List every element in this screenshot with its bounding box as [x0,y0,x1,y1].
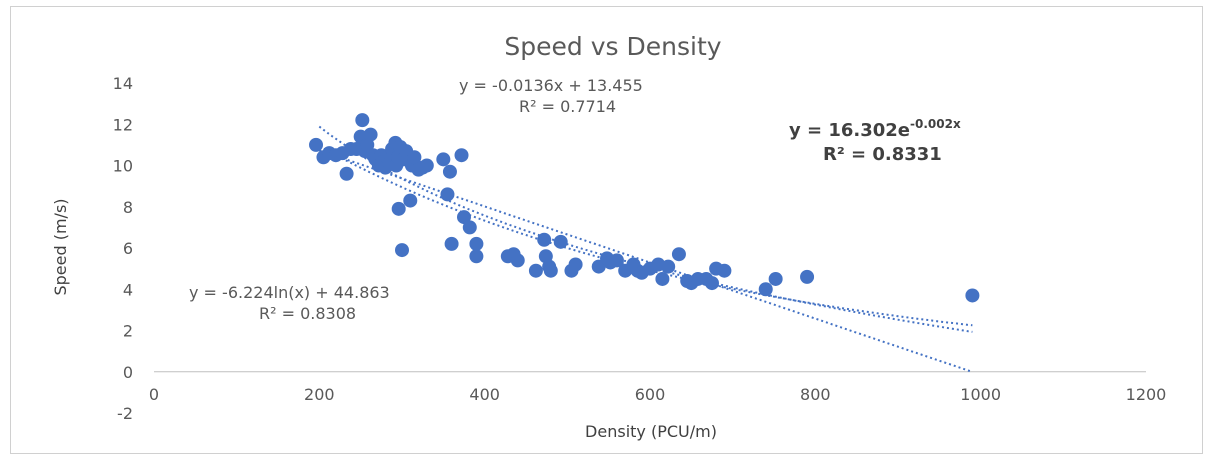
linear-trend-r2: R² = 0.7714 [519,97,616,116]
x-tick-label: 200 [304,385,335,404]
data-point [800,269,815,284]
data-point [403,193,418,208]
data-point [758,282,773,297]
data-point [537,232,552,247]
y-tick-label: 4 [123,280,133,299]
data-point [510,253,525,268]
data-point [469,249,484,264]
data-point [543,263,558,278]
data-point [391,201,406,216]
data-point [768,271,783,286]
data-point [444,236,459,251]
data-point [717,263,732,278]
chart-area: Speed vs Density -2 0 2 4 6 8 10 12 14 0 200 400 60… [10,6,1203,454]
linear-trendline [318,149,973,373]
x-tick-label: 1200 [1126,385,1167,404]
y-axis-title: Speed (m/s) [51,198,70,295]
data-point [363,127,378,142]
y-tick-label: 10 [113,157,133,176]
data-point [469,236,484,251]
y-axis-ticks: -2 0 2 4 6 8 10 12 14 [113,74,133,423]
data-point [457,210,471,225]
y-tick-label: 0 [123,363,133,382]
x-tick-label: 400 [469,385,500,404]
y-tick-label: 12 [113,115,133,134]
logarithmic-trendline [318,125,973,333]
linear-trend-equation: y = -0.0136x + 13.455 [459,76,643,95]
x-axis-title: Density (PCU/m) [585,422,717,441]
x-axis-ticks: 0 200 400 600 800 1000 1200 [149,385,1166,404]
data-point [965,288,980,303]
data-point [609,253,624,268]
data-point [339,166,354,181]
data-point [309,137,324,152]
log-trend-equation: y = -6.224ln(x) + 44.863 [189,283,390,302]
data-point [355,113,370,128]
data-point [419,158,434,173]
data-point [553,234,568,249]
exp-trend-r2: R² = 0.8331 [823,144,942,165]
log-trend-r2: R² = 0.8308 [259,304,356,323]
data-point [655,271,670,286]
data-point [671,247,686,262]
data-point [436,152,451,167]
scatter-chart: Speed vs Density -2 0 2 4 6 8 10 12 14 0 200 400 60… [51,32,1166,441]
x-tick-label: 600 [635,385,666,404]
y-tick-label: 14 [113,74,133,93]
y-tick-label: 2 [123,322,133,341]
data-point [442,164,457,179]
y-tick-label: 8 [123,198,133,217]
exp-trend-equation: y = 16.302e-0.002x [789,117,961,141]
y-tick-label: 6 [123,239,133,258]
data-point [454,148,469,163]
chart-title: Speed vs Density [504,32,721,61]
data-point [705,276,719,291]
data-point [568,257,583,272]
exp-trend-equation-base: y = 16.302e [789,120,910,141]
x-tick-label: 1000 [960,385,1001,404]
y-tick-label: -2 [117,404,133,423]
data-point [528,263,543,278]
data-point [395,243,409,258]
data-point [661,259,676,274]
data-points [309,113,980,303]
data-point [440,187,455,202]
exp-trend-equation-exponent: -0.002x [910,117,961,131]
x-tick-label: 0 [149,385,159,404]
data-point [407,150,422,165]
x-tick-label: 800 [800,385,831,404]
data-point [462,220,477,235]
